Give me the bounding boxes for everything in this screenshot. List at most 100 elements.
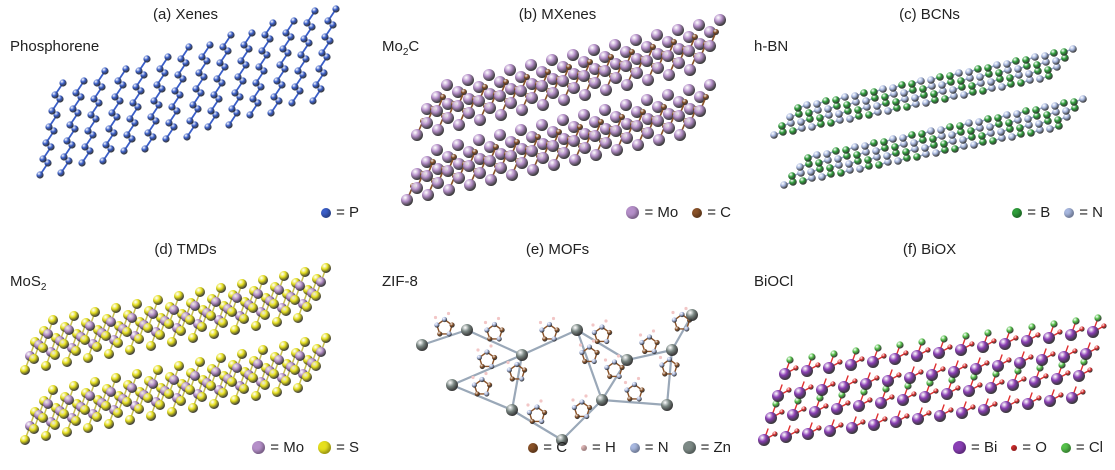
panel-biox: (f) BiOX BiOCl = Bi = O = Cl [744, 235, 1115, 470]
atom [596, 394, 608, 406]
atom [779, 409, 785, 415]
atom [554, 327, 560, 333]
atom [446, 331, 452, 337]
atom [106, 317, 116, 327]
atom [495, 148, 507, 160]
atom [69, 381, 79, 391]
atom [788, 172, 796, 180]
atom [71, 416, 81, 426]
atom [99, 157, 107, 165]
atom [591, 329, 597, 336]
atom [779, 128, 787, 136]
atom [619, 114, 625, 120]
legend: = Mo = C [626, 204, 731, 221]
atom [1031, 53, 1039, 61]
atom [141, 145, 149, 153]
atom [979, 138, 987, 146]
atom [926, 369, 938, 381]
atom [169, 375, 179, 385]
atom [463, 146, 475, 158]
atom [569, 154, 581, 166]
atom [794, 428, 800, 434]
atom [598, 119, 604, 125]
legend: = Mo = S [252, 439, 359, 456]
atom [1062, 107, 1070, 115]
atom [1079, 326, 1085, 332]
atom [1006, 326, 1014, 334]
atom [496, 336, 502, 342]
atom [446, 311, 451, 316]
atom [1058, 351, 1070, 363]
atom [646, 334, 653, 340]
atom [557, 61, 569, 73]
atom [682, 99, 688, 105]
atom [1014, 398, 1020, 404]
phosphorene-structure [36, 5, 340, 179]
atom [940, 366, 946, 372]
atom [302, 302, 312, 312]
atom [185, 43, 193, 51]
atom [965, 68, 973, 76]
atom [495, 162, 507, 174]
atom [537, 152, 549, 164]
atom [630, 34, 642, 46]
atom [984, 360, 990, 366]
atom [526, 145, 538, 157]
atom [852, 378, 858, 384]
atom [316, 347, 326, 357]
atom [599, 51, 611, 63]
atom [260, 310, 270, 320]
atom [889, 394, 895, 400]
atom [806, 115, 814, 123]
atom [955, 385, 961, 391]
atom [491, 321, 498, 328]
atom [295, 281, 305, 291]
atom [884, 107, 892, 115]
atom [903, 103, 911, 111]
atom [440, 94, 446, 100]
atom [411, 182, 423, 194]
atom [879, 85, 887, 93]
atom [1045, 72, 1053, 80]
atom [168, 103, 176, 111]
atom [101, 401, 111, 411]
atom [479, 363, 485, 370]
atom [443, 184, 455, 196]
atom [437, 331, 443, 337]
atom [232, 293, 242, 303]
atom [833, 102, 841, 110]
atom [218, 79, 226, 87]
atom [901, 95, 909, 103]
atom [1012, 57, 1020, 65]
atom [421, 117, 433, 129]
atom [663, 69, 675, 81]
atom [149, 133, 157, 141]
atom [102, 141, 110, 149]
atom [852, 98, 860, 106]
atom [1080, 348, 1092, 360]
atom [473, 134, 485, 146]
atom [1055, 122, 1063, 130]
atom [600, 137, 612, 149]
atom [578, 109, 590, 121]
atom [185, 385, 195, 395]
atom [890, 90, 898, 98]
atom [881, 144, 889, 152]
atom [911, 94, 919, 102]
atom [93, 79, 101, 87]
atom [666, 344, 678, 356]
atom [45, 123, 53, 131]
atom [845, 400, 851, 406]
atom [658, 355, 663, 360]
atom [1073, 370, 1085, 382]
atom [864, 156, 872, 164]
atom [279, 45, 287, 53]
atom [889, 135, 897, 143]
legend: = P [321, 204, 359, 221]
atom [297, 51, 305, 59]
atom [164, 319, 174, 329]
atom [479, 376, 485, 383]
atom [584, 413, 590, 420]
atom [203, 57, 211, 65]
atom [641, 94, 653, 106]
